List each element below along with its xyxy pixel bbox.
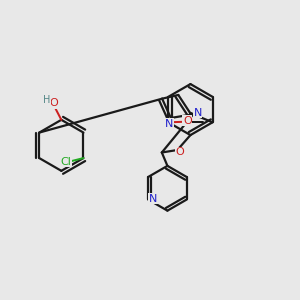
Text: Cl: Cl — [61, 157, 71, 167]
Text: O: O — [183, 116, 192, 126]
Text: N: N — [149, 194, 157, 204]
Text: O: O — [49, 98, 58, 108]
Text: O: O — [176, 148, 184, 158]
Text: N: N — [165, 118, 173, 129]
Text: H: H — [43, 94, 50, 105]
Text: N: N — [194, 108, 202, 118]
